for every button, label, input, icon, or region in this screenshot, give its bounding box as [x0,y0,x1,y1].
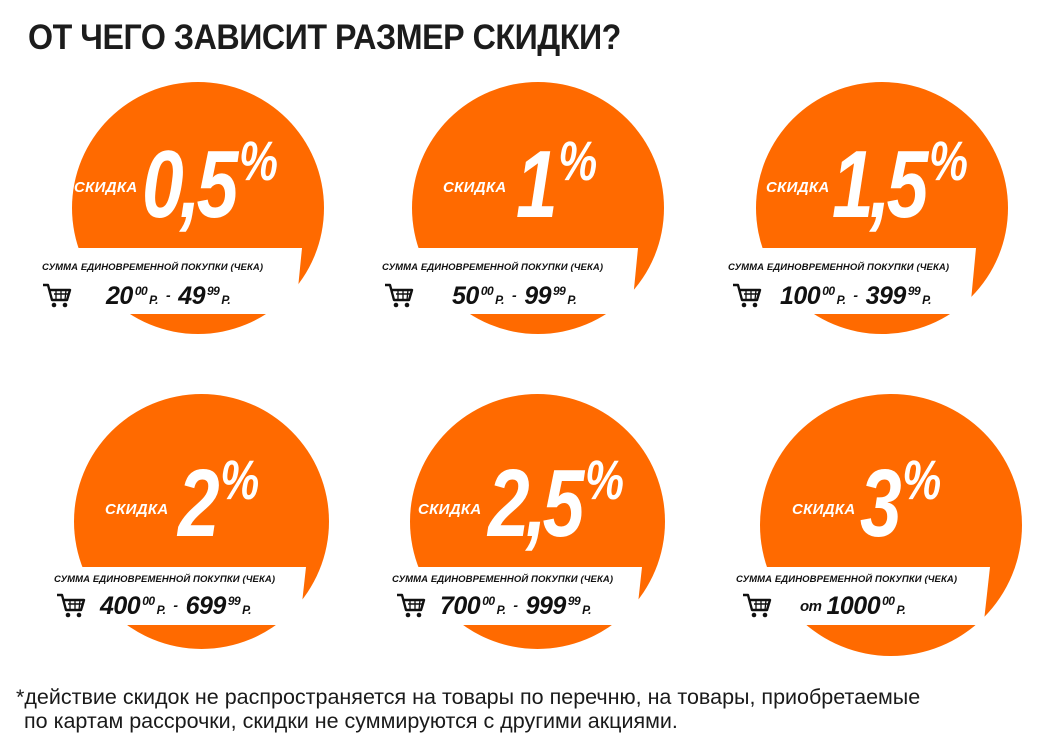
amount-range: 400 00Р. -699 99Р. [100,592,252,620]
amount-caption: СУММА ЕДИНОВРЕМЕННОЙ ПОКУПКИ (ЧЕКА) [42,262,264,273]
amount-caption: СУММА ЕДИНОВРЕМЕННОЙ ПОКУПКИ (ЧЕКА) [382,262,604,273]
discount-percent: 3% [860,448,942,557]
discount-label: СКИДКА [766,179,830,196]
discount-card-1-5: СКИДКА 1,5% СУММА ЕДИНОВРЕМЕННОЙ ПОКУПКИ… [726,82,1046,342]
discount-percent: 1% [516,129,598,238]
discount-card-1: СКИДКА 1% СУММА ЕДИНОВРЕМЕННОЙ ПОКУПКИ (… [380,82,700,342]
amount-band [40,248,302,314]
discount-percent: 2% [178,448,260,557]
discount-card-0-5: СКИДКА 0,5% СУММА ЕДИНОВРЕМЕННОЙ ПОКУПКИ… [40,82,360,342]
amount-caption: СУММА ЕДИНОВРЕМЕННОЙ ПОКУПКИ (ЧЕКА) [728,262,950,273]
discount-percent: 1,5% [832,129,968,238]
discount-label: СКИДКА [105,501,169,518]
shopping-cart-icon [743,593,772,618]
footnote-line-2: по картам рассрочки, скидки не суммируют… [24,709,678,733]
amount-range: от 1000 00Р. [800,592,906,620]
amount-band [726,248,976,314]
amount-range: 50 00Р. -99 99Р. [452,282,577,310]
amount-caption: СУММА ЕДИНОВРЕМЕННОЙ ПОКУПКИ (ЧЕКА) [392,574,614,585]
amount-band [388,567,642,625]
shopping-cart-icon [397,593,426,618]
shopping-cart-icon [43,283,72,308]
discount-percent: 0,5% [142,129,278,238]
shopping-cart-icon [385,283,414,308]
footnote-line-1: *действие скидок не распространяется на … [16,685,921,709]
discount-label: СКИДКА [443,179,507,196]
footnote: *действие скидок не распространяется на … [16,685,920,733]
amount-caption: СУММА ЕДИНОВРЕМЕННОЙ ПОКУПКИ (ЧЕКА) [54,574,276,585]
amount-band [50,567,306,625]
amount-caption: СУММА ЕДИНОВРЕМЕННОЙ ПОКУПКИ (ЧЕКА) [736,574,958,585]
amount-range: 700 00Р. -999 99Р. [440,592,592,620]
discount-percent: 2,5% [488,448,624,557]
discount-label: СКИДКА [74,179,138,196]
shopping-cart-icon [733,283,762,308]
amount-range: 20 00Р. -49 99Р. [106,282,231,310]
page-title: ОТ ЧЕГО ЗАВИСИТ РАЗМЕР СКИДКИ? [28,18,621,57]
discount-card-2-5: СКИДКА 2,5% СУММА ЕДИНОВРЕМЕННОЙ ПОКУПКИ… [388,394,708,654]
amount-band [732,567,990,625]
discount-card-3: СКИДКА 3% СУММА ЕДИНОВРЕМЕННОЙ ПОКУПКИ (… [732,394,1052,656]
amount-range: 100 00Р. -399 99Р. [780,282,932,310]
discount-card-2: СКИДКА 2% СУММА ЕДИНОВРЕМЕННОЙ ПОКУПКИ (… [50,394,370,654]
shopping-cart-icon [57,593,86,618]
discount-label: СКИДКА [418,501,482,518]
amount-band [380,248,638,314]
discount-label: СКИДКА [792,501,856,518]
